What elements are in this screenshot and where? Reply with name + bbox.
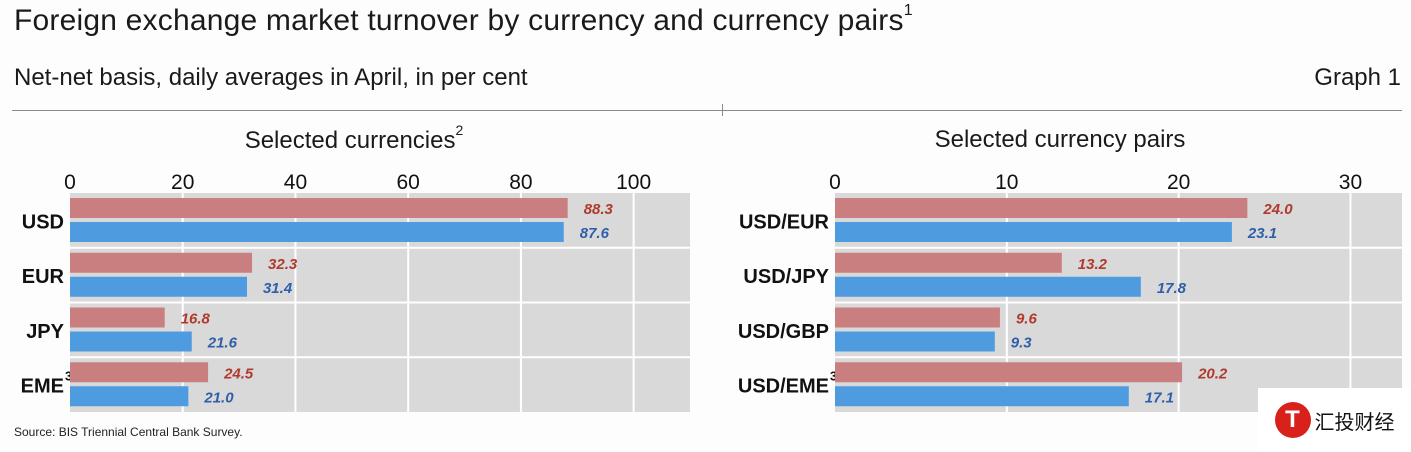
right-tick-label: 0	[829, 171, 841, 194]
left-panel-title-footnote: 2	[455, 122, 464, 138]
left-data-label: 32.3	[268, 256, 298, 273]
right-bar-upper	[835, 362, 1183, 383]
right-data-label: 9.3	[1011, 335, 1033, 352]
right-bar-upper	[835, 252, 1062, 273]
left-data-label: 24.5	[223, 365, 254, 382]
left-category-label: USD	[22, 211, 64, 233]
right-panel-title-text: Selected currency pairs	[934, 126, 1186, 153]
left-bar-upper	[70, 362, 209, 383]
right-bar-lower	[835, 222, 1232, 242]
right-data-label: 17.8	[1157, 280, 1187, 297]
left-bar-lower	[70, 222, 564, 242]
right-bar-lower	[835, 331, 995, 352]
header-divider-tick	[722, 104, 723, 116]
watermark-logo-icon: T	[1274, 402, 1311, 438]
right-data-label: 24.0	[1262, 201, 1293, 218]
right-data-label: 20.2	[1197, 365, 1228, 382]
left-category-label: EUR	[22, 266, 65, 288]
right-bar-upper	[835, 307, 1000, 328]
chart-title: Foreign exchange market turnover by curr…	[14, 2, 913, 38]
right-tick-label: 10	[995, 171, 1018, 194]
right-bar-lower	[835, 386, 1129, 407]
right-bar-upper	[835, 198, 1248, 218]
left-tick-label: 40	[284, 171, 307, 194]
left-tick-label: 100	[616, 171, 651, 194]
left-panel-title: Selected currencies2	[74, 122, 634, 155]
right-data-label: 13.2	[1078, 256, 1108, 273]
right-tick-label: 20	[1167, 171, 1190, 194]
right-tick-label: 30	[1339, 171, 1362, 194]
left-tick-label: 80	[509, 171, 532, 194]
left-bar-lower	[70, 386, 189, 407]
graph-number-label: Graph 1	[1314, 64, 1401, 91]
source-note: Source: BIS Triennial Central Bank Surve…	[14, 425, 243, 439]
right-data-label: 17.1	[1145, 389, 1174, 406]
left-tick-label: 20	[171, 171, 194, 194]
left-data-label: 21.6	[207, 335, 238, 352]
watermark-text: 汇投财经	[1314, 409, 1395, 434]
right-category-label: USD/EUR	[739, 211, 830, 233]
right-data-label: 9.6	[1016, 311, 1038, 328]
left-bar-upper	[70, 307, 165, 328]
right-category-label: USD/EME	[738, 376, 829, 398]
left-bar-lower	[70, 276, 247, 297]
left-bar-lower	[70, 331, 192, 352]
right-panel-title: Selected currency pairs	[780, 126, 1340, 154]
watermark: T 汇投财经	[1258, 388, 1411, 452]
right-data-label: 23.1	[1247, 225, 1277, 242]
chart-title-footnote: 1	[903, 2, 913, 19]
left-category-label: EME	[21, 376, 64, 398]
chart-title-text: Foreign exchange market turnover by curr…	[14, 4, 904, 37]
left-bar-upper	[70, 198, 568, 218]
header-divider	[12, 110, 1402, 111]
left-bar-upper	[70, 252, 253, 273]
left-category-label: JPY	[26, 321, 64, 343]
left-data-label: 88.3	[584, 201, 614, 218]
right-bar-lower	[835, 276, 1141, 297]
left-data-label: 87.6	[580, 225, 610, 242]
left-tick-label: 0	[64, 171, 76, 194]
left-data-label: 21.0	[203, 389, 234, 406]
chart-subtitle: Net-net basis, daily averages in April, …	[14, 64, 528, 91]
left-tick-label: 60	[397, 171, 420, 194]
left-panel-title-text: Selected currencies	[244, 127, 456, 154]
left-category-footnote: 3	[65, 369, 72, 384]
right-category-footnote: 3	[830, 369, 837, 384]
right-category-label: USD/JPY	[743, 266, 829, 288]
left-data-label: 16.8	[181, 311, 211, 328]
left-data-label: 31.4	[263, 280, 293, 297]
right-category-label: USD/GBP	[738, 321, 829, 343]
